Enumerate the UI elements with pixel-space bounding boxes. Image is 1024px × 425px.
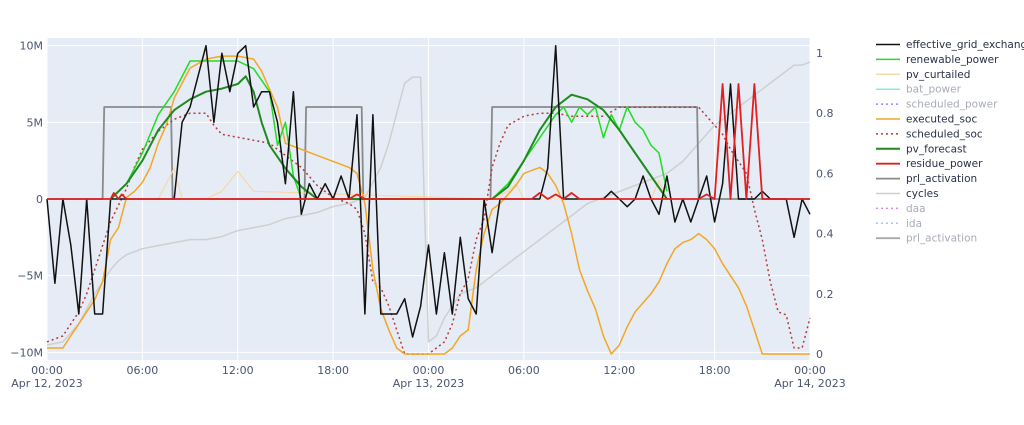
y-left-tick-label: −5M	[17, 270, 43, 283]
legend-label: effective_grid_exchange	[906, 39, 1024, 51]
legend-item-bat-power[interactable]: bat_power	[876, 84, 962, 96]
series-line-prl-activation	[47, 106, 810, 200]
x-tick-label: 00:00	[31, 364, 63, 377]
x-tick-label: 12:00	[603, 364, 635, 377]
y-right-tick-label: 0.8	[816, 107, 834, 120]
x-tick-label: 06:00	[508, 364, 540, 377]
legend-label: renewable_power	[906, 54, 999, 66]
x-tick-label: 18:00	[317, 364, 349, 377]
legend-label: pv_forecast	[906, 143, 967, 155]
legend-item-pv-curtailed[interactable]: pv_curtailed	[876, 69, 970, 81]
legend-item-residue-power[interactable]: residue_power	[876, 158, 983, 170]
series-line-renewable-power	[110, 60, 668, 200]
legend-item-daa[interactable]: daa	[876, 203, 926, 215]
series-line-cycles	[46, 61, 811, 346]
series-line-executed-soc	[47, 55, 810, 355]
legend-item-ida[interactable]: ida	[876, 218, 922, 230]
legend-item-executed-soc[interactable]: executed_soc	[876, 114, 977, 126]
y-right-tick-label: 0.4	[816, 228, 834, 241]
x-tick-label: 00:00	[413, 364, 445, 377]
y-right-tick-label: 0	[816, 348, 823, 361]
y-axis-left: 10M 5M 0 −5M −10M	[10, 40, 43, 360]
legend[interactable]: effective_grid_exchange renewable_powerpv…	[876, 39, 1024, 245]
y-left-tick-label: 5M	[27, 116, 44, 129]
series-line-pv-forecast	[109, 75, 668, 200]
y-left-tick-label: 10M	[20, 40, 44, 53]
x-tick-label: 12:00	[222, 364, 254, 377]
y-left-tick-label: −10M	[10, 346, 43, 359]
legend-label: daa	[906, 203, 926, 215]
y-right-tick-label: 1	[816, 47, 823, 60]
legend-item-prl-activation[interactable]: prl_activation	[876, 173, 977, 185]
y-left-tick-label: 0	[36, 193, 43, 206]
series-layer	[46, 44, 811, 355]
legend-item-effective-grid-exchange[interactable]: effective_grid_exchange	[876, 39, 1024, 51]
legend-item-scheduled-soc[interactable]: scheduled_soc	[876, 128, 983, 140]
legend-label: pv_curtailed	[906, 69, 970, 81]
legend-label: prl_activation	[906, 233, 977, 245]
series-line-residue-power	[47, 83, 810, 200]
y-right-tick-label: 0.2	[816, 288, 834, 301]
x-tick-label: 06:00	[127, 364, 159, 377]
legend-label: scheduled_power	[906, 99, 998, 111]
legend-item-renewable-power[interactable]: renewable_power	[876, 54, 999, 66]
legend-label: prl_activation	[906, 173, 977, 185]
legend-label: cycles	[906, 188, 939, 200]
legend-label: scheduled_soc	[906, 128, 983, 140]
legend-item-prl-activation[interactable]: prl_activation	[876, 233, 977, 245]
legend-item-scheduled-power[interactable]: scheduled_power	[876, 99, 998, 111]
legend-label: residue_power	[906, 158, 983, 170]
legend-item-pv-forecast[interactable]: pv_forecast	[876, 143, 967, 155]
legend-label: bat_power	[906, 84, 962, 96]
x-tick-date-label: Apr 14, 2023	[774, 377, 846, 390]
legend-item-cycles[interactable]: cycles	[876, 188, 939, 200]
x-tick-date-label: Apr 12, 2023	[11, 377, 83, 390]
x-tick-label: 00:00	[794, 364, 826, 377]
y-axis-right: 1 0.8 0.6 0.4 0.2 0	[816, 47, 834, 361]
y-right-tick-label: 0.6	[816, 167, 834, 180]
x-tick-date-label: Apr 13, 2023	[393, 377, 465, 390]
legend-label: ida	[906, 218, 922, 230]
x-tick-label: 18:00	[699, 364, 731, 377]
legend-label: executed_soc	[906, 114, 977, 126]
